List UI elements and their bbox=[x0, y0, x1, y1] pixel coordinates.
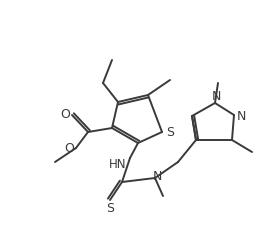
Text: N: N bbox=[152, 170, 162, 184]
Text: S: S bbox=[166, 126, 174, 140]
Text: O: O bbox=[60, 108, 70, 122]
Text: S: S bbox=[106, 203, 114, 215]
Text: N: N bbox=[236, 109, 246, 123]
Text: O: O bbox=[64, 142, 74, 155]
Text: N: N bbox=[211, 90, 221, 103]
Text: HN: HN bbox=[109, 159, 127, 171]
